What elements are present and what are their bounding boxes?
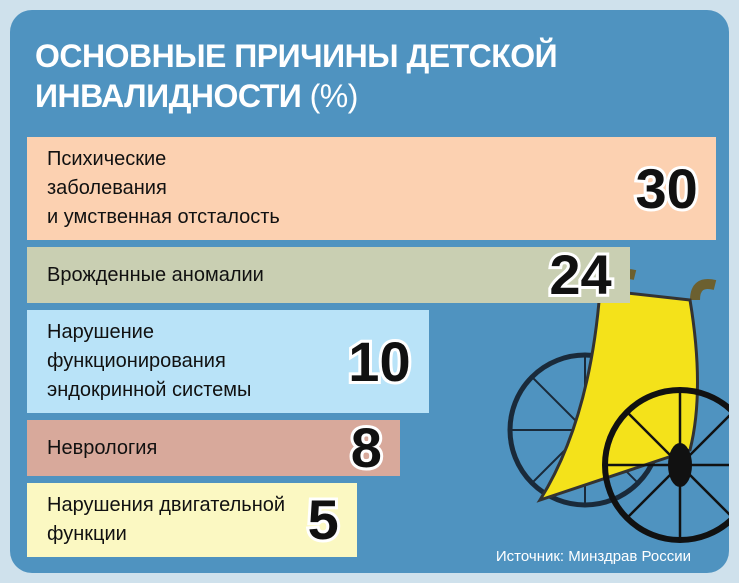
value-label: 30 <box>624 169 698 209</box>
page: {"chart_data": {"type": "bar", "orientat… <box>0 0 739 583</box>
panel: ОСНОВНЫЕ ПРИЧИНЫ ДЕТСКОЙ ИНВАЛИДНОСТИ (%… <box>10 10 729 573</box>
value-label: 10 <box>336 342 410 382</box>
bar: Врожденные аномалии 24 <box>27 247 630 303</box>
value-label: 8 <box>339 428 382 468</box>
bar: Неврология 8 <box>27 420 400 476</box>
category-label: Неврология <box>47 434 157 463</box>
value-label: 24 <box>537 255 611 295</box>
source: Источник: Минздрав России <box>496 548 691 565</box>
bar: Психические заболевания и умственная отс… <box>27 137 716 240</box>
category-label: Психические заболевания и умственная отс… <box>47 145 280 232</box>
value-label: 5 <box>296 500 339 540</box>
unit: (%) <box>310 78 358 114</box>
category-label: Врожденные аномалии <box>47 261 264 290</box>
category-label: Нарушение функционирования эндокринной с… <box>47 318 251 405</box>
chart-title: ОСНОВНЫЕ ПРИЧИНЫ ДЕТСКОЙ ИНВАЛИДНОСТИ (%… <box>35 36 595 116</box>
bar: Нарушения двигательной функции 5 <box>27 483 357 557</box>
bar: Нарушение функционирования эндокринной с… <box>27 310 429 413</box>
category-label: Нарушения двигательной функции <box>47 491 285 549</box>
title-text: ОСНОВНЫЕ ПРИЧИНЫ ДЕТСКОЙ ИНВАЛИДНОСТИ <box>35 38 557 114</box>
bars: Психические заболевания и умственная отс… <box>27 137 716 557</box>
